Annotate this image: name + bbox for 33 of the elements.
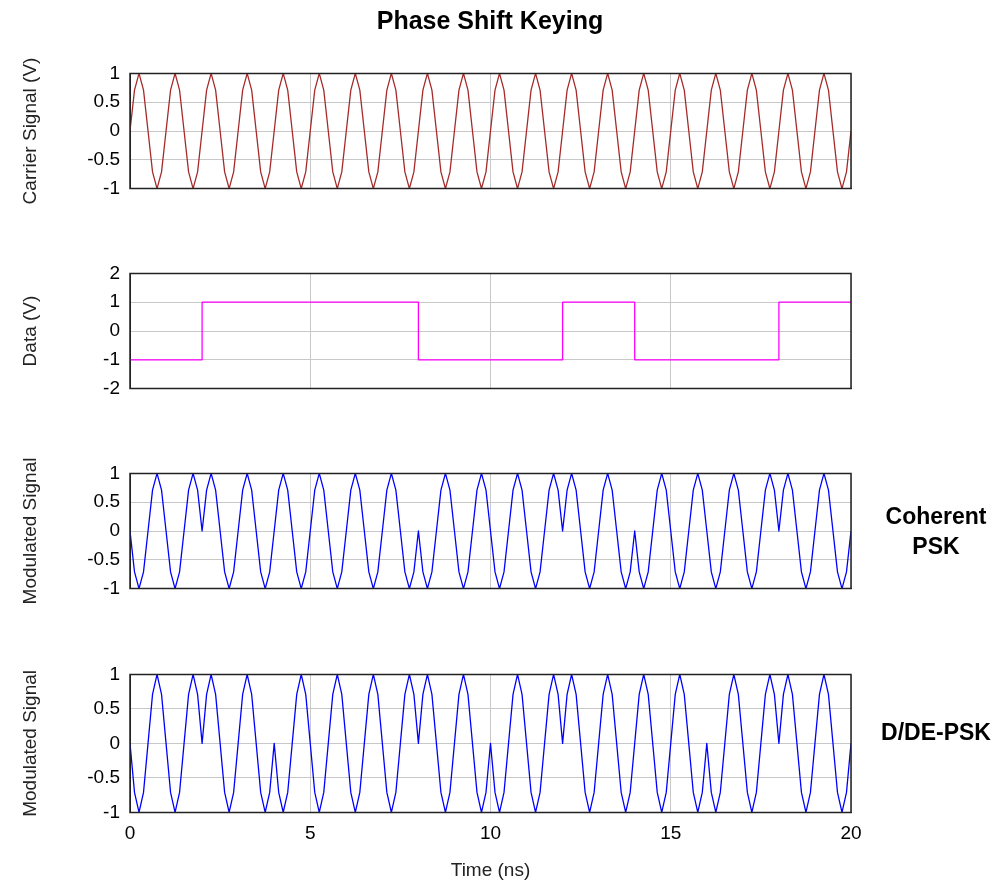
y-tick-label: -2: [103, 376, 120, 398]
text: D/DE-PSK: [880, 718, 992, 747]
y-tick-label: 0.5: [93, 697, 120, 719]
y-tick-label: -0.5: [87, 766, 120, 788]
x-tick-label: 10: [479, 822, 502, 844]
y-tick-label: 0: [109, 519, 120, 541]
y-tick-label: -0.5: [87, 148, 120, 170]
y-tick-label: -1: [103, 176, 120, 198]
y-tick-label: -1: [103, 576, 120, 598]
y-tick-label: 1: [109, 61, 120, 83]
y-axis-title: Modulated Signal: [18, 457, 40, 605]
y-tick-label: 0: [109, 119, 120, 141]
y-tick-label: 2: [109, 261, 120, 283]
y-tick-label: -0.5: [87, 548, 120, 570]
y-tick-label: -1: [103, 348, 120, 370]
y-axis-title: Modulated Signal: [18, 669, 40, 817]
y-tick-label: 0.5: [93, 490, 120, 512]
y-tick-label: 1: [109, 461, 120, 483]
x-axis-title: Time (ns): [450, 858, 531, 880]
y-tick-label: 0: [109, 731, 120, 753]
x-tick-label: 15: [660, 822, 682, 844]
x-tick-label: 5: [304, 822, 316, 844]
y-axis-title: Carrier Signal (V): [18, 57, 40, 205]
y-tick-label: 0: [109, 319, 120, 341]
y-tick-label: 1: [109, 290, 120, 312]
y-tick-label: 0.5: [93, 90, 120, 112]
x-tick-label: 20: [840, 822, 862, 844]
chart-title: Phase Shift Keying: [375, 6, 605, 35]
y-tick-label: 1: [109, 662, 120, 684]
y-axis-title: Data (V): [18, 295, 40, 367]
y-tick-label: -1: [103, 800, 120, 822]
x-tick-label: 0: [124, 822, 136, 844]
text: Coherent PSK: [884, 502, 988, 561]
